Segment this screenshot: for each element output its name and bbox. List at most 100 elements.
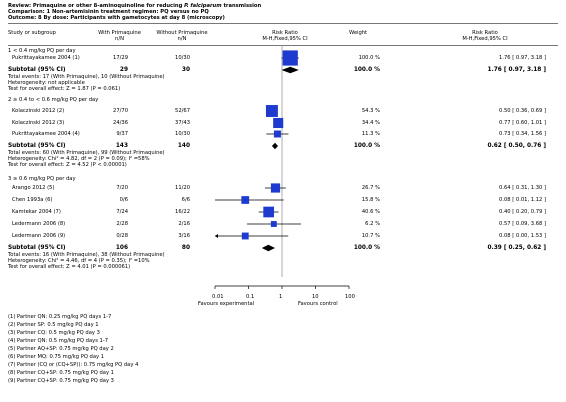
study-weight: 26.7 % [361,185,380,191]
study-weight: 10.7 % [361,233,380,239]
pooled-diamond [261,244,276,252]
study-weight: 54.3 % [361,108,380,114]
study-events-g1: 17/29 [113,55,128,61]
favours-experimental-label: Favours experimental [198,301,255,307]
study-events-g1: 0/28 [116,233,128,239]
header-rule-top [8,23,558,24]
col-group1-n: n/N [115,36,124,42]
subtotal-label: Subtotal (95% CI) [8,67,66,73]
study-events-g2: 52/67 [175,108,190,114]
effect-square [273,117,284,129]
subtotal-ci: 0.62 [ 0.50, 0.76 ] [487,143,546,149]
footnote: (8) Partner CQ+SP: 0.75 mg/kg PQ day 1 [8,370,114,376]
col-group1: With Primaquine [98,30,141,36]
pooled-diamond [281,66,299,74]
study-ci: 0.40 [ 0.20, 0.79 ] [499,209,546,215]
heterogeneity-note: Heterogeneity: Chi² = 4.46, df = 4 (P = … [8,258,150,264]
subtotal-n-g2: 30 [181,67,190,73]
total-events-note: Total events: 16 (With Primaquine), 38 (… [8,252,165,258]
subtotal-ci: 1.76 [ 0.97, 3.18 ] [487,67,546,73]
study-events-g2: 11/20 [175,185,190,191]
study-weight: 15.8 % [361,197,380,203]
study-weight: 6.2 % [365,221,380,227]
subtotal-n-g1: 143 [115,143,128,149]
review-label: Review: Primaquine or other 8-aminoquino… [8,3,183,9]
study-ci: 0.50 [ 0.36, 0.69 ] [499,108,546,114]
effect-square [265,105,278,117]
study-name: Pukrittayakamee 2004 (4) [12,131,80,137]
x-tick-label: 0.1 [246,294,255,300]
subtotal-weight: 100.0 % [353,67,380,73]
study-events-g2: 2/16 [178,221,190,227]
outcome-title: Outcome: 8 By dose: Participants with ga… [8,15,225,21]
review-end: transmission [223,3,262,9]
study-name: Kolaczinski 2012 (2) [12,108,65,114]
effect-square [270,183,281,193]
study-weight: 100.0 % [358,55,380,61]
study-ci: 0.73 [ 0.34, 1.56 ] [499,131,546,137]
overall-effect-note: Test for overall effect: Z = 4.01 (P = 0… [8,264,131,270]
effect-square [241,196,250,204]
x-tick-label: 0.01 [212,294,224,300]
subtotal-n-g2: 80 [181,245,190,251]
footnote: (3) Partner CQ: 0.5 mg/kg PQ day 3 [8,330,100,336]
x-tick-label: 1 [279,294,283,300]
comparison-title: Comparison: 1 Non-artemisinin treatment … [8,9,209,15]
study-name: Kamtekar 2004 (7) [12,209,61,215]
study-name: Ledermann 2006 (8) [12,221,66,227]
study-events-g2: 37/43 [175,120,190,126]
study-name: Chen 1993a (6) [12,197,53,203]
study-events-g2: 10/30 [175,55,190,61]
study-events-g1: 2/28 [116,221,128,227]
study-events-g1: 9/37 [116,131,128,137]
study-events-g1: 7/20 [116,185,128,191]
col-group2: Without Primaquine [156,30,208,36]
footnote: (5) Partner AQ+SP: 0.75 mg/kg PQ day 2 [8,346,114,352]
effect-square [273,130,281,138]
study-events-g2: 16/22 [175,209,190,215]
subtotal-ci: 0.39 [ 0.25, 0.62 ] [487,245,546,251]
col-group2-n: n/N [177,36,187,42]
study-ci: 0.64 [ 0.31, 1.30 ] [499,185,546,191]
effect-square [263,206,275,218]
study-ci: 0.08 [ 0.01, 1.12 ] [499,197,546,203]
heterogeneity-note: Heterogeneity: not applicable [8,80,85,86]
subtotal-weight: 100.0 % [353,245,380,251]
heterogeneity-note: Heterogeneity: Chi² = 4.82, df = 2 (P = … [8,156,150,162]
overall-effect-note: Test for overall effect: Z = 4.52 (P < 0… [8,162,127,168]
footnote: (1) Partner QN: 0.25 mg/kg PQ days 1-7 [8,314,112,320]
study-events-g1: 24/36 [113,120,128,126]
study-ci: 0.57 [ 0.09, 3.68 ] [499,221,546,227]
footnote: (9) Partner CQ+SP: 0.75 mg/kg PQ day 3 [8,378,114,384]
study-name: Ledermann 2006 (9) [12,233,66,239]
subgroup-title: 3 ≥ 0.6 mg/kg PQ per day [8,176,76,182]
subgroup-title: 1 < 0.4 mg/kg PQ per day [8,48,76,54]
review-title: Review: Primaquine or other 8-aminoquino… [8,3,261,10]
subtotal-label: Subtotal (95% CI) [8,143,66,149]
study-events-g2: 6/6 [181,197,190,203]
total-events-note: Total events: 17 (With Primaquine), 10 (… [8,74,165,80]
x-tick-label: 10 [312,294,319,300]
col-risk-ratio-2: Risk Ratio [472,30,498,36]
subtotal-n-g1: 29 [119,67,128,73]
study-weight: 11.3 % [361,131,380,137]
study-name: Arango 2012 (5) [12,185,55,191]
study-events-g2: 10/30 [175,131,190,137]
pooled-diamond [271,142,279,150]
study-events-g1: 27/70 [113,108,128,114]
study-ci: 0.77 [ 0.60, 1.01 ] [499,120,546,126]
col-risk-ratio-2-method: M-H,Fixed,95% CI [462,36,508,42]
subtotal-weight: 100.0 % [353,143,380,149]
col-risk-ratio: Risk Ratio [272,30,298,36]
effect-square [282,50,298,66]
col-risk-ratio-method: M-H,Fixed,95% CI [262,36,308,42]
ci-arrow-left [215,234,218,238]
footnote: (2) Partner SP: 0.5 mg/kg PQ day 1 [8,322,99,328]
footnote: (4) Partner QN: 0.5 mg/kg PQ days 1-7 [8,338,109,344]
subtotal-label: Subtotal (95% CI) [8,245,66,251]
study-events-g1: 0/6 [119,197,128,203]
study-weight: 40.6 % [361,209,380,215]
footnote: (6) Partner MQ: 0.75 mg/kg PQ day 1 [8,354,105,360]
study-events-g1: 7/24 [116,209,128,215]
study-events-g2: 3/16 [178,233,190,239]
